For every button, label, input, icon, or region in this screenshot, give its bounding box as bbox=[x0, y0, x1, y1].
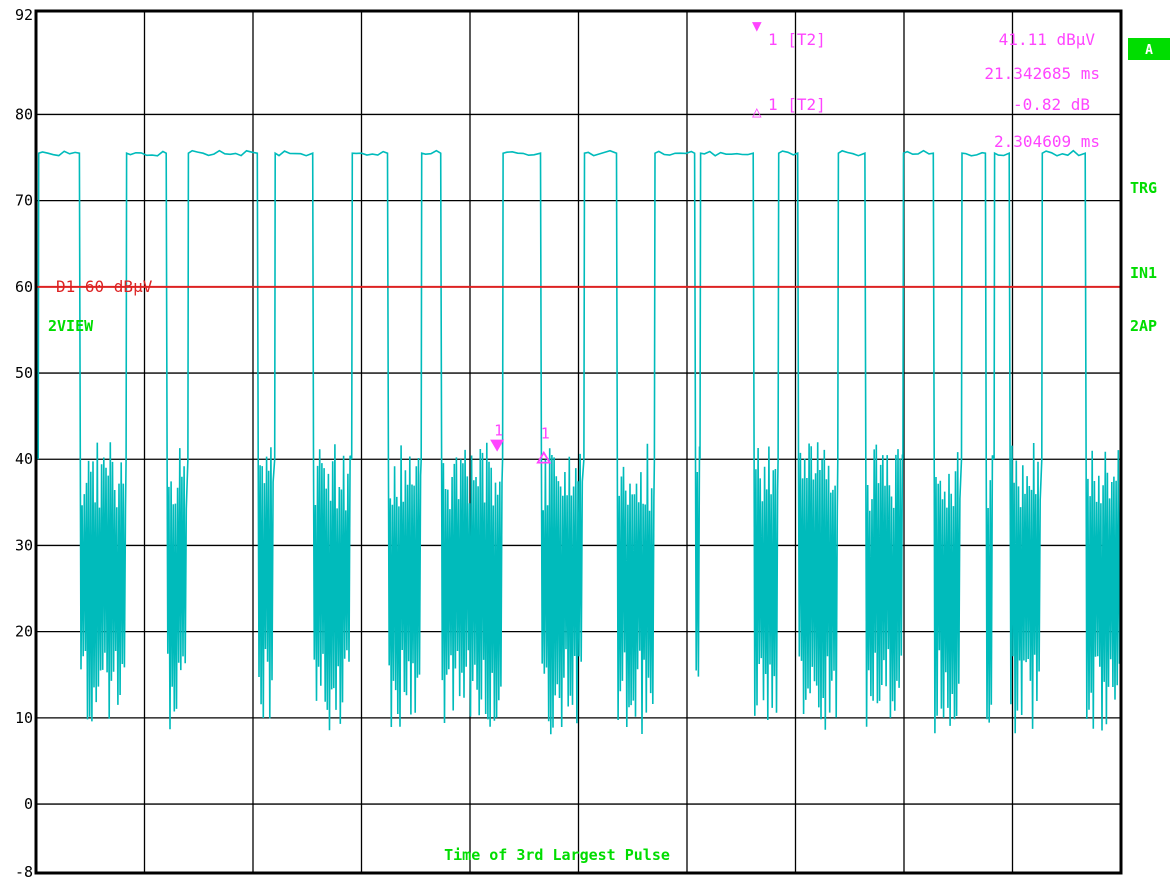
marker-number-label: 1 bbox=[541, 425, 550, 443]
y-tick-label: 40 bbox=[15, 450, 33, 468]
marker-1-icon: ▼ bbox=[752, 16, 762, 35]
trace-line bbox=[35, 149, 1122, 735]
y-tick-label: 80 bbox=[15, 105, 33, 123]
view-label: 2VIEW bbox=[48, 317, 94, 335]
y-tick-label: 10 bbox=[15, 709, 33, 727]
y-tick-label: 50 bbox=[15, 364, 33, 382]
grid bbox=[36, 11, 1121, 873]
trace-badge-label: A bbox=[1145, 43, 1153, 58]
detector-label: 2AP bbox=[1130, 317, 1157, 335]
input-label: IN1 bbox=[1130, 264, 1157, 282]
y-tick-label: 70 bbox=[15, 192, 33, 210]
y-tick-label: 60 bbox=[15, 278, 33, 296]
marker-icon bbox=[490, 439, 505, 452]
y-tick-label: 30 bbox=[15, 536, 33, 554]
marker-number-label: 1 bbox=[494, 422, 503, 440]
delta-1-icon: △ bbox=[752, 102, 762, 121]
plot-frame bbox=[34, 9, 1123, 875]
y-tick-label: 20 bbox=[15, 623, 33, 641]
delta-marker-icon bbox=[536, 450, 552, 464]
y-tick-label: -8 bbox=[15, 863, 33, 880]
y-tick-label: 0 bbox=[24, 795, 33, 813]
measurement-title: Time of 3rd Largest Pulse bbox=[444, 846, 670, 864]
display-line-label: D1 60 dBμV bbox=[56, 277, 153, 296]
marker-1-level: 41.11 dBμV bbox=[999, 30, 1096, 49]
marker-1-time: 21.342685 ms bbox=[984, 64, 1100, 83]
delta-1-label: 1 [T2] bbox=[768, 95, 826, 114]
y-tick-labels: 92 80 70 60 50 40 30 20 10 0 -8 bbox=[15, 6, 33, 880]
trigger-label: TRG bbox=[1130, 179, 1157, 197]
marker-1-label: 1 [T2] bbox=[768, 30, 826, 49]
y-tick-label: 92 bbox=[15, 6, 33, 24]
delta-1-time: 2.304609 ms bbox=[994, 132, 1100, 151]
delta-1-level: -0.82 dB bbox=[1013, 95, 1090, 114]
trace-badge bbox=[1128, 38, 1170, 60]
